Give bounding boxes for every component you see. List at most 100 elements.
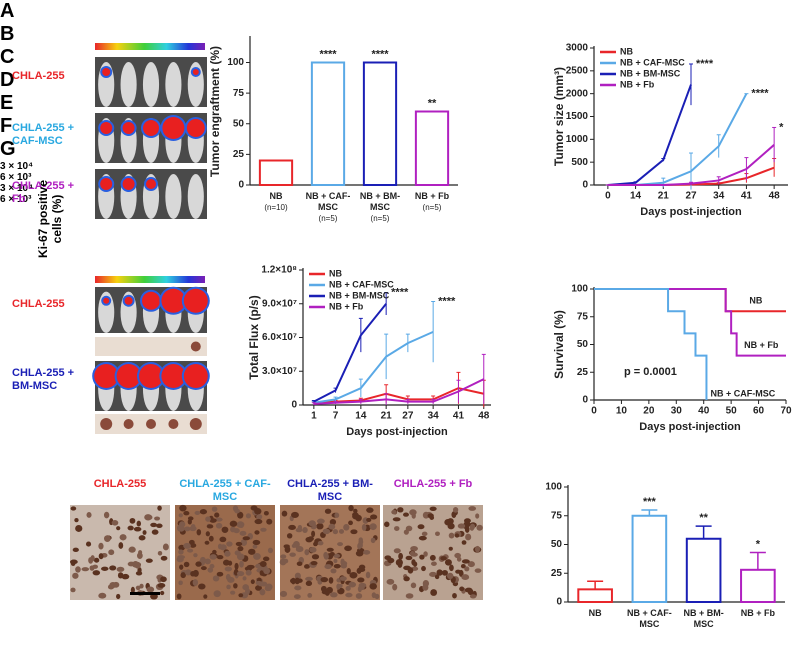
nucleus <box>452 506 459 513</box>
nucleus <box>213 590 221 598</box>
nucleus <box>279 590 288 598</box>
nucleus <box>128 546 136 553</box>
nucleus <box>259 561 267 568</box>
series-line <box>607 93 748 186</box>
category-label: NB + CAF-MSC <box>305 191 351 212</box>
nucleus <box>85 541 92 547</box>
nucleus <box>138 535 146 541</box>
panel-letter: C <box>0 46 15 68</box>
category-label: NB <box>588 608 602 618</box>
nucleus <box>474 568 482 573</box>
signal <box>161 288 186 313</box>
bar <box>685 537 722 603</box>
bar <box>310 61 346 186</box>
series-line <box>607 84 692 186</box>
y-tick-label: 2000 <box>566 88 589 99</box>
nucleus <box>179 564 184 570</box>
panel-letter: A <box>0 0 15 22</box>
nucleus <box>205 516 211 522</box>
nucleus <box>436 569 443 576</box>
nucleus <box>302 526 308 534</box>
nucleus <box>92 570 101 576</box>
image-label: CHLA-255 + Fb <box>393 478 473 490</box>
nucleus <box>293 594 301 599</box>
nucleus <box>184 569 192 576</box>
nucleus <box>193 553 198 558</box>
error-bar <box>431 301 436 363</box>
nucleus <box>316 523 324 530</box>
nucleus <box>464 566 470 572</box>
signal <box>192 69 199 75</box>
tumor <box>146 419 156 429</box>
nucleus <box>136 520 142 527</box>
nucleus <box>75 525 83 532</box>
y-tick-label: 0 <box>238 180 244 191</box>
nucleus <box>219 536 227 543</box>
nucleus <box>326 547 334 552</box>
nucleus <box>98 592 107 599</box>
nucleus <box>103 511 110 519</box>
nucleus <box>431 561 437 566</box>
signal <box>162 117 185 139</box>
y-tick-label: 25 <box>233 149 245 160</box>
category-label-group: NB (n=10) <box>248 191 304 213</box>
nucleus <box>70 506 77 511</box>
nucleus <box>233 583 238 589</box>
nucleus <box>198 583 206 590</box>
legend-label: NB + Fb <box>620 79 655 89</box>
nucleus <box>237 511 244 519</box>
nucleus <box>263 511 269 516</box>
nucleus <box>144 514 153 521</box>
image-label: CHLA-255 <box>12 70 65 82</box>
nucleus <box>323 551 329 559</box>
nucleus <box>305 580 313 586</box>
y-tick-label: 1500 <box>566 111 589 122</box>
y-tick-label: 0 <box>291 400 297 411</box>
nucleus <box>188 539 195 545</box>
nucleus <box>203 594 208 599</box>
nucleus <box>344 545 352 552</box>
signal <box>183 288 208 313</box>
significance-label: * <box>779 121 784 133</box>
color-scale <box>95 276 205 283</box>
nucleus <box>239 523 244 528</box>
nucleus <box>180 572 186 579</box>
nucleus <box>98 553 104 560</box>
legend-label: NB + BM-MSC <box>329 290 390 300</box>
nucleus <box>398 552 404 560</box>
nucleus <box>369 523 377 531</box>
nucleus <box>109 582 117 589</box>
category-note: (n=5) <box>318 214 338 223</box>
nucleus <box>370 537 376 544</box>
y-tick-label: 3000 <box>566 43 589 54</box>
legend-label: NB + CAF-MSC <box>620 57 685 67</box>
nucleus <box>427 513 434 519</box>
y-tick-label: 25 <box>577 367 589 378</box>
nucleus <box>393 548 401 554</box>
nucleus <box>255 585 262 591</box>
nucleus <box>392 517 401 522</box>
curve-label: NB + CAF-MSC <box>710 388 775 398</box>
error-bar <box>481 353 486 404</box>
nucleus <box>288 524 296 531</box>
panel-letter: E <box>0 92 14 114</box>
error-bar <box>384 333 389 380</box>
nucleus <box>183 561 190 568</box>
category-label-group: NB + CAF-MSC <box>621 608 677 630</box>
nucleus <box>260 527 267 532</box>
nucleus <box>370 514 378 520</box>
x-tick-label: 1 <box>311 411 317 422</box>
x-tick-label: 40 <box>698 406 710 417</box>
nucleus <box>74 517 79 523</box>
nucleus <box>440 556 447 561</box>
nucleus <box>280 554 287 559</box>
x-tick-label: 41 <box>741 191 753 202</box>
y-tick-label: 100 <box>571 284 588 295</box>
panel-letter: B <box>0 23 15 45</box>
nucleus <box>214 512 220 518</box>
error-bar <box>772 126 777 163</box>
error-bar <box>661 158 666 162</box>
nucleus <box>447 518 454 525</box>
